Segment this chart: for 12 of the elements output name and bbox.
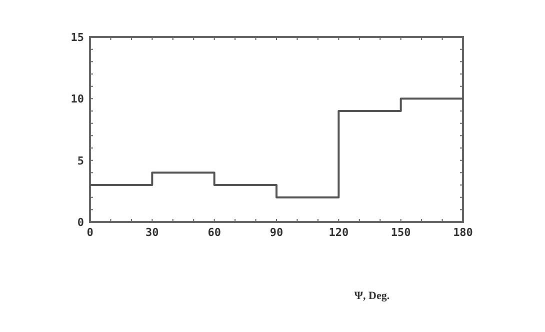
y-tick-label: 15	[70, 31, 84, 44]
x-tick-label: 30	[146, 226, 159, 239]
x-tick-label: 180	[453, 226, 473, 239]
y-tick-label: 5	[77, 154, 84, 168]
y-tick-label: 10	[70, 92, 84, 106]
y-tick-label: 0	[77, 216, 84, 229]
x-tick-label: 150	[390, 226, 411, 239]
x-axis-title: Ψ, Deg.	[354, 290, 390, 302]
x-tick-label: 0	[86, 226, 94, 239]
x-tick-label: 90	[270, 226, 284, 239]
x-tick-label: 120	[328, 226, 349, 239]
x-tick-label: 60	[208, 226, 221, 239]
